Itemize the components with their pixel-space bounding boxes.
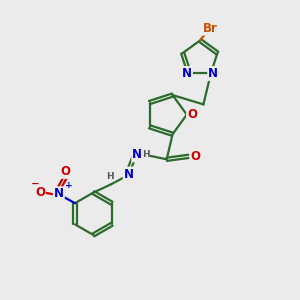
Text: N: N: [208, 67, 218, 80]
Text: O: O: [190, 150, 200, 163]
Text: O: O: [60, 165, 70, 178]
Text: O: O: [187, 108, 197, 121]
Text: N: N: [182, 67, 192, 80]
Text: Br: Br: [203, 22, 218, 34]
Text: H: H: [106, 172, 114, 181]
Text: +: +: [65, 181, 73, 190]
Text: N: N: [124, 167, 134, 181]
Text: H: H: [142, 150, 149, 159]
Text: O: O: [35, 186, 45, 200]
Text: −: −: [31, 178, 40, 188]
Text: N: N: [132, 148, 142, 161]
Text: N: N: [54, 187, 64, 200]
